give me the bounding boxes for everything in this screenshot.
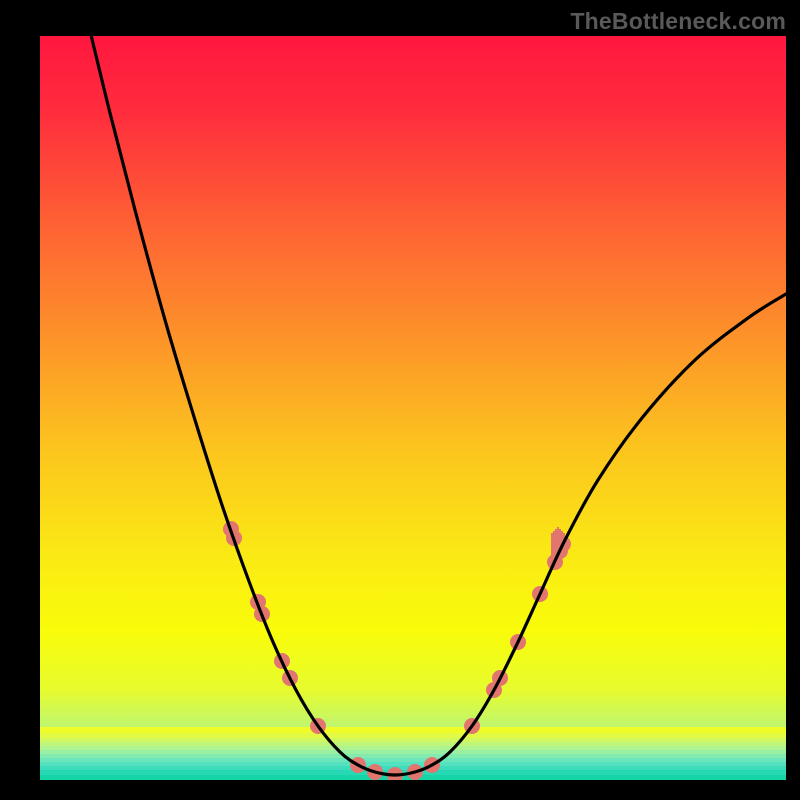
- bottleneck-curve-chart: [0, 0, 800, 800]
- chart-container: TheBottleneck.com: [0, 0, 800, 800]
- watermark-text: TheBottleneck.com: [570, 8, 786, 35]
- gradient-background: [40, 36, 786, 780]
